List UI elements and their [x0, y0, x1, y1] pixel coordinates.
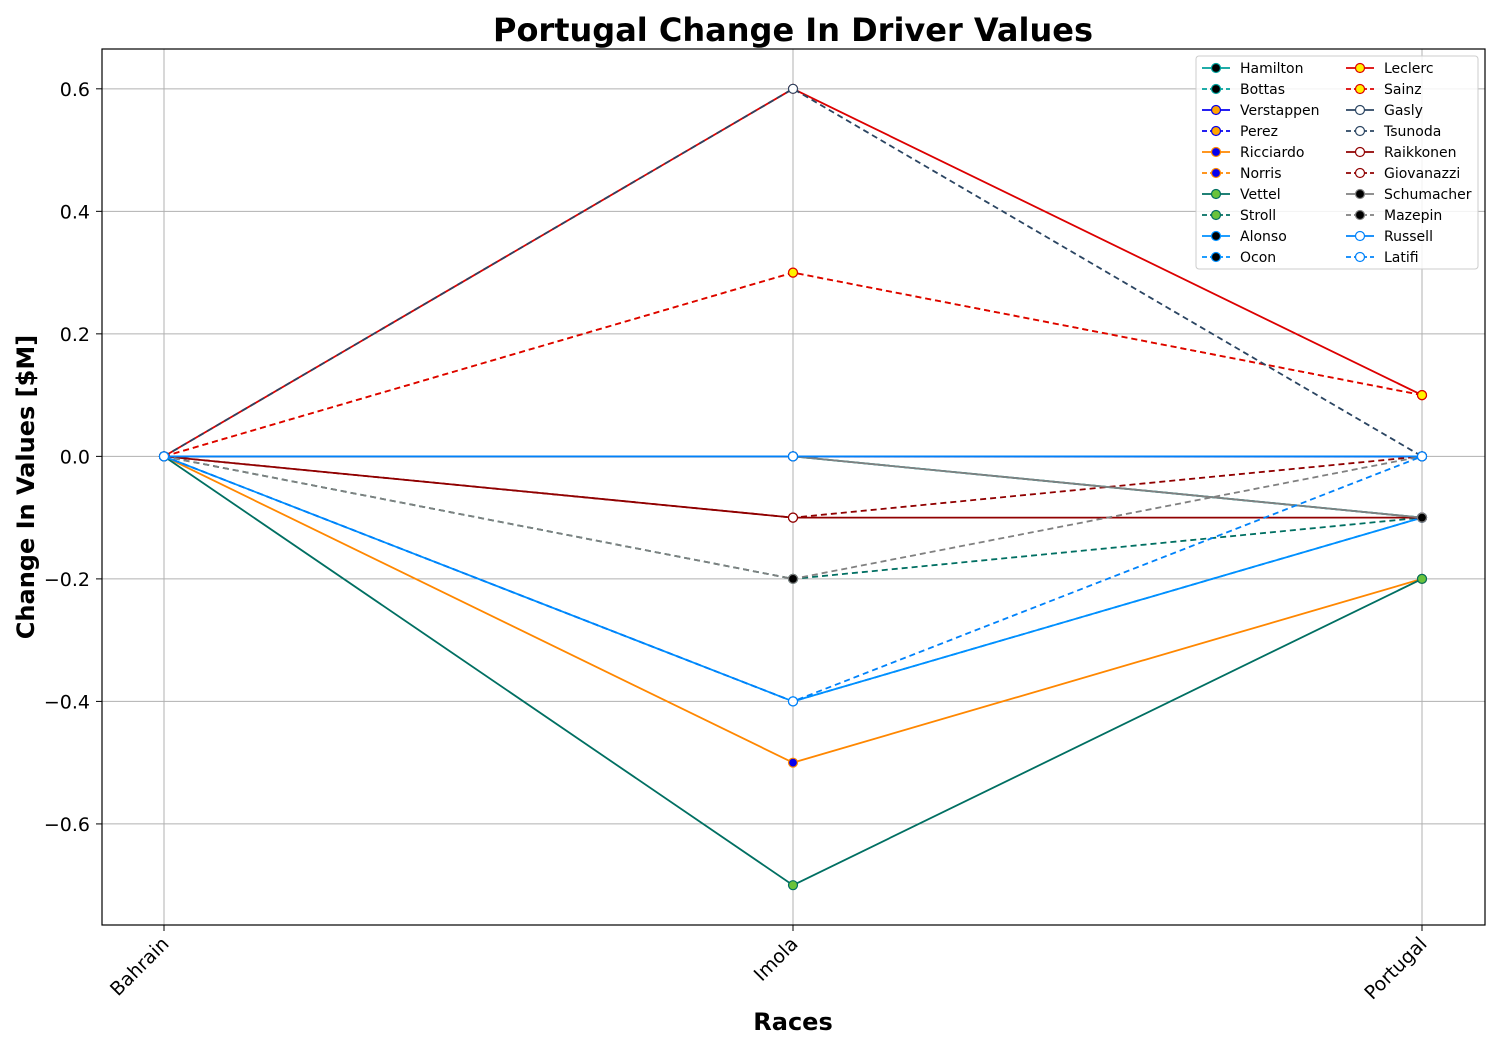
data-point	[787, 696, 799, 707]
legend-item-stroll: Stroll	[1202, 208, 1276, 224]
legend-marker	[1210, 251, 1222, 263]
x-tick-label: Bahrain	[106, 933, 174, 1001]
legend-marker	[1354, 125, 1366, 137]
data-point	[1416, 573, 1428, 584]
legend-marker	[1354, 146, 1366, 158]
legend-label: Ocon	[1240, 250, 1276, 266]
legend-item-latifi: Latifi	[1346, 250, 1419, 266]
legend-item-tsunoda: Tsunoda	[1346, 124, 1441, 140]
legend-item-ocon: Ocon	[1202, 250, 1276, 266]
data-point	[158, 451, 170, 462]
y-tick-label: 0.4	[60, 201, 90, 223]
legend-marker	[1354, 209, 1366, 221]
legend-marker	[1210, 62, 1222, 74]
legend-box	[1195, 55, 1479, 270]
legend-label: Russell	[1384, 229, 1433, 245]
legend-label: Alonso	[1240, 229, 1287, 245]
legend-label: Mazepin	[1384, 208, 1442, 224]
legend-item-vettel: Vettel	[1202, 187, 1281, 203]
data-point	[787, 83, 799, 94]
legend-label: Ricciardo	[1240, 145, 1304, 161]
legend-item-leclerc: Leclerc	[1346, 61, 1434, 77]
legend-label: Leclerc	[1384, 61, 1434, 77]
y-ticks: −0.6 −0.4 −0.2 0.0 0.2 0.4 0.6	[44, 79, 102, 836]
data-point	[1416, 451, 1428, 462]
legend-label: Sainz	[1384, 82, 1422, 98]
legend-marker	[1354, 251, 1366, 263]
data-point	[1416, 512, 1428, 523]
legend-marker	[1210, 83, 1222, 95]
data-point	[1416, 390, 1428, 401]
y-tick-label: 0.0	[60, 446, 90, 468]
chart-title: Portugal Change In Driver Values	[493, 11, 1093, 49]
series-latifi	[158, 451, 1428, 707]
legend-item-gasly: Gasly	[1346, 103, 1423, 119]
legend-item-perez: Perez	[1202, 124, 1278, 140]
legend-item-mazepin: Mazepin	[1346, 208, 1442, 224]
legend-label: Stroll	[1240, 208, 1276, 224]
x-axis-label: Races	[753, 1008, 832, 1036]
legend-marker	[1210, 209, 1222, 221]
legend-marker	[1354, 188, 1366, 200]
legend-label: Norris	[1240, 166, 1282, 182]
legend-item-giovanazzi: Giovanazzi	[1346, 166, 1460, 182]
data-point	[787, 267, 799, 278]
data-point	[787, 451, 799, 462]
y-tick-label: −0.2	[44, 569, 90, 591]
legend-item-ricciardo: Ricciardo	[1202, 145, 1304, 161]
legend-marker	[1210, 125, 1222, 137]
x-tick-label: Imola	[750, 933, 803, 986]
legend-marker	[1354, 104, 1366, 116]
legend-label: Verstappen	[1240, 103, 1319, 119]
series-russell	[158, 451, 1428, 462]
legend-item-russell: Russell	[1346, 229, 1433, 245]
series-line	[163, 87, 1423, 458]
legend-label: Raikkonen	[1384, 145, 1457, 161]
legend-label: Bottas	[1240, 82, 1285, 98]
legend-marker	[1354, 167, 1366, 179]
legend: Hamilton Bottas Verstappen Perez Ricciardo No…	[1195, 55, 1479, 270]
legend-item-alonso: Alonso	[1202, 229, 1287, 245]
legend-label: Gasly	[1384, 103, 1423, 119]
y-tick-label: −0.4	[44, 691, 90, 713]
legend-marker	[1210, 188, 1222, 200]
legend-marker	[1210, 146, 1222, 158]
legend-label: Perez	[1240, 124, 1278, 140]
legend-label: Tsunoda	[1383, 124, 1441, 140]
legend-label: Latifi	[1384, 250, 1419, 266]
legend-label: Hamilton	[1240, 61, 1303, 77]
x-ticks: Bahrain Imola Portugal	[106, 925, 1432, 1004]
legend-marker	[1354, 62, 1366, 74]
data-point	[787, 880, 799, 891]
legend-marker	[1210, 167, 1222, 179]
legend-item-hamilton: Hamilton	[1202, 61, 1303, 77]
legend-item-bottas: Bottas	[1202, 82, 1285, 98]
legend-marker	[1354, 83, 1366, 95]
y-tick-label: −0.6	[44, 814, 90, 836]
legend-item-verstappen: Verstappen	[1202, 103, 1319, 119]
legend-marker	[1210, 104, 1222, 116]
legend-item-norris: Norris	[1202, 166, 1282, 182]
x-tick-label: Portugal	[1360, 933, 1431, 1004]
legend-item-raikkonen: Raikkonen	[1346, 145, 1457, 161]
legend-label: Giovanazzi	[1384, 166, 1460, 182]
legend-marker	[1354, 230, 1366, 242]
y-tick-label: 0.2	[60, 324, 90, 346]
series-layer	[158, 83, 1428, 891]
data-point	[787, 512, 799, 523]
legend-marker	[1210, 230, 1222, 242]
legend-label: Schumacher	[1384, 187, 1472, 203]
legend-item-schumacher: Schumacher	[1346, 187, 1472, 203]
data-point	[787, 757, 799, 768]
y-tick-label: 0.6	[60, 79, 90, 101]
data-point	[787, 573, 799, 584]
legend-item-sainz: Sainz	[1346, 82, 1422, 98]
y-axis-label: Change In Values [$M]	[12, 335, 40, 639]
legend-label: Vettel	[1240, 187, 1281, 203]
